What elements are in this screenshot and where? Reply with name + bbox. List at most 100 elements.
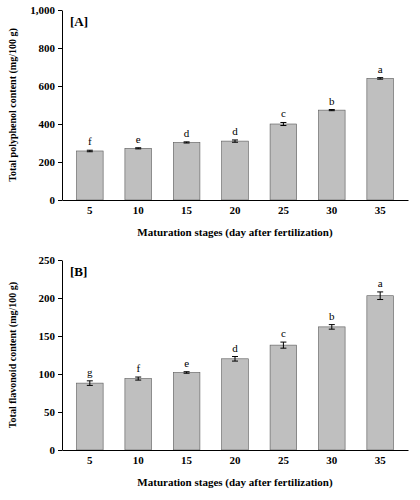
tick: 35 (375, 200, 387, 216)
y-axis: 02004006008001,000 (30, 4, 62, 206)
tick: 20 (230, 450, 242, 466)
tick-label: 35 (375, 204, 387, 216)
tick-label: 1,000 (30, 4, 55, 16)
bar (125, 148, 152, 200)
tick-label: 0 (50, 444, 56, 456)
bar (367, 78, 394, 200)
tick: 30 (326, 200, 338, 216)
tick-label: 25 (278, 204, 290, 216)
bar (125, 379, 152, 450)
tick: 25 (278, 450, 290, 466)
tick-mark (58, 124, 62, 125)
tick-label: 400 (39, 118, 56, 130)
tick: 250 (39, 254, 63, 266)
tick-label: 50 (44, 406, 56, 418)
bar (77, 383, 104, 450)
axis-line (62, 261, 63, 451)
error-bar (135, 148, 141, 149)
tick: 0 (50, 444, 63, 456)
error-bar (280, 122, 286, 125)
tick: 35 (375, 450, 387, 466)
bar (77, 151, 104, 200)
annotation: d (232, 125, 238, 137)
tick: 400 (39, 118, 63, 130)
tick-label: 10 (133, 454, 145, 466)
x-axis: 5101520253035 (63, 200, 409, 216)
tick-label: 30 (326, 454, 338, 466)
tick: 200 (39, 156, 63, 168)
tick: 50 (44, 406, 62, 418)
tick: 600 (39, 80, 63, 92)
annotation: e (136, 133, 141, 145)
x-axis-title: Maturation stages (day after fertilizati… (137, 226, 333, 239)
tick: 150 (39, 330, 63, 342)
marks (77, 78, 394, 200)
tick: 10 (133, 200, 145, 216)
y-axis: 050100150200250 (39, 254, 63, 456)
error-bar (184, 372, 190, 374)
tick-label: 10 (133, 204, 145, 216)
tick: 20 (230, 200, 242, 216)
annotation: a (378, 63, 383, 75)
tick: 25 (278, 200, 290, 216)
tick-label: 30 (326, 204, 338, 216)
tick-mark (58, 200, 62, 201)
tick-mark (58, 450, 62, 451)
x-axis-title: Maturation stages (day after fertilizati… (137, 476, 333, 489)
bar (318, 327, 345, 450)
error-bar (87, 381, 93, 386)
tick-mark (58, 260, 62, 261)
marks (77, 292, 394, 450)
annotation: b (329, 95, 335, 107)
tick: 30 (326, 450, 338, 466)
tick-mark (58, 10, 62, 11)
bar (270, 124, 297, 200)
tick-label: 250 (39, 254, 56, 266)
tick-mark (58, 336, 62, 337)
tick: 5 (87, 450, 93, 466)
annotation: f (136, 362, 140, 374)
tick-mark (58, 374, 62, 375)
error-bar (280, 342, 286, 348)
tick-label: 25 (278, 454, 290, 466)
error-bar (377, 292, 383, 300)
axis-line (63, 450, 409, 451)
tick-mark (58, 412, 62, 413)
error-bar (329, 110, 335, 111)
annotation: g (87, 366, 93, 378)
tick-mark (58, 162, 62, 163)
y-axis-title: Total flavonoid content (mg/100 g) (7, 282, 19, 428)
error-bar (232, 357, 238, 362)
annotation: d (232, 342, 238, 354)
tick: 15 (181, 450, 193, 466)
error-bar (329, 325, 335, 330)
panel: 0501001502002505101520253035gfedcba[B]Ma… (7, 254, 409, 489)
panel: 02004006008001,0005101520253035feddcba[A… (7, 4, 409, 239)
axis-line (63, 200, 409, 201)
annotation: c (281, 107, 286, 119)
tick-label: 15 (181, 454, 193, 466)
error-bar (184, 142, 190, 143)
bar (173, 372, 200, 450)
annotation: b (329, 310, 335, 322)
error-bar (377, 78, 383, 80)
annotation: e (184, 357, 189, 369)
tick: 100 (39, 368, 63, 380)
tick-label: 5 (87, 454, 93, 466)
bar (367, 296, 394, 450)
annotation: c (281, 327, 286, 339)
tick-mark (58, 298, 62, 299)
tick-label: 5 (87, 204, 93, 216)
tick-label: 0 (50, 194, 56, 206)
tick-label: 600 (39, 80, 56, 92)
annotation: a (378, 277, 383, 289)
tick-label: 200 (39, 156, 56, 168)
title: [A] (70, 14, 88, 29)
bar (318, 110, 345, 200)
tick-mark (58, 48, 62, 49)
figure: 02004006008001,0005101520253035feddcba[A… (0, 0, 420, 500)
error-bar (135, 377, 141, 380)
bar (222, 141, 249, 200)
tick: 5 (87, 200, 93, 216)
annotation: f (88, 135, 92, 147)
